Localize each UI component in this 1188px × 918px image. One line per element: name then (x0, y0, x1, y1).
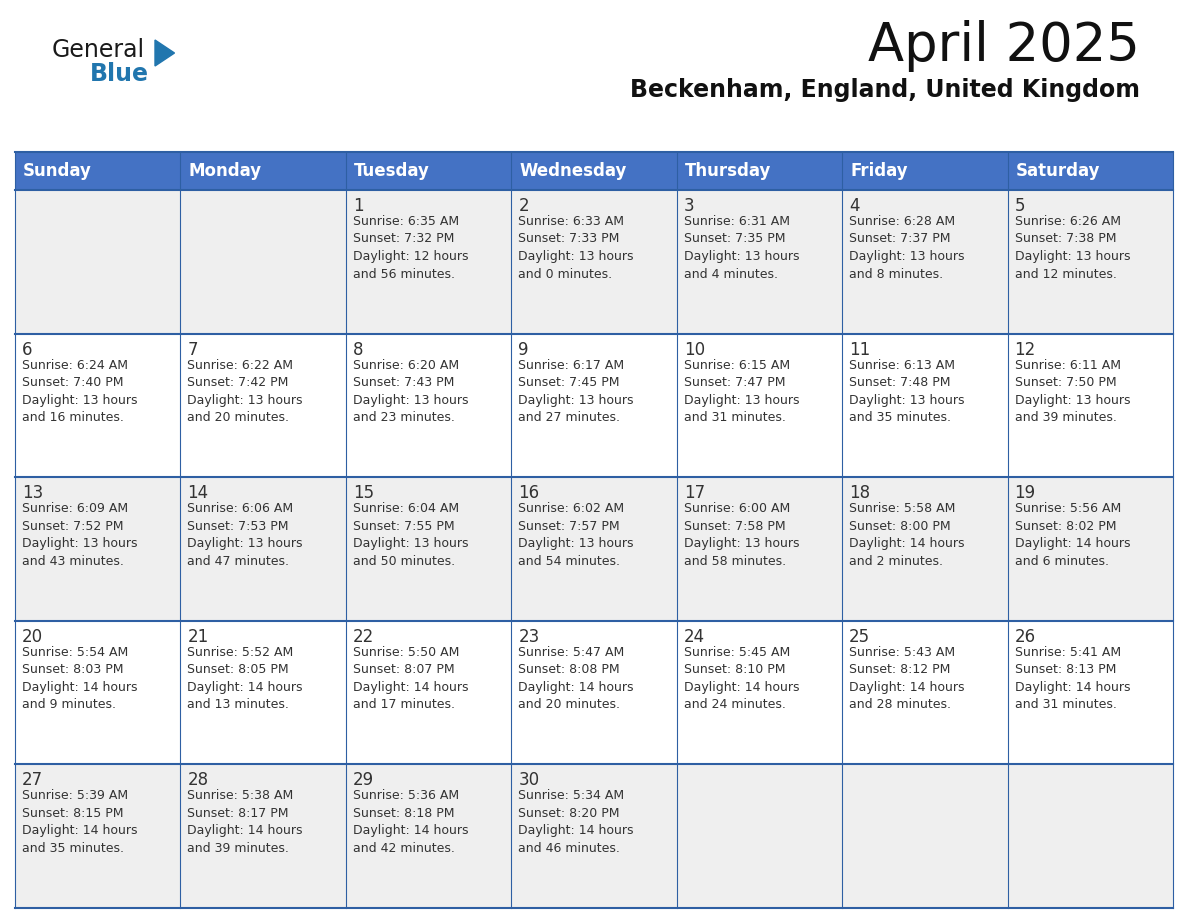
Bar (15, 190, 1173, 333)
Text: Sunrise: 5:56 AM
Sunset: 8:02 PM
Daylight: 14 hours
and 6 minutes.: Sunrise: 5:56 AM Sunset: 8:02 PM Dayligh… (1015, 502, 1130, 567)
Text: 6: 6 (23, 341, 32, 359)
Text: Sunday: Sunday (23, 162, 91, 180)
Text: 25: 25 (849, 628, 871, 645)
Text: Sunrise: 6:33 AM
Sunset: 7:33 PM
Daylight: 13 hours
and 0 minutes.: Sunrise: 6:33 AM Sunset: 7:33 PM Dayligh… (518, 215, 633, 281)
Bar (15, 765, 1173, 908)
Text: 30: 30 (518, 771, 539, 789)
Text: 9: 9 (518, 341, 529, 359)
Text: 1: 1 (353, 197, 364, 215)
Text: Sunrise: 5:43 AM
Sunset: 8:12 PM
Daylight: 14 hours
and 28 minutes.: Sunrise: 5:43 AM Sunset: 8:12 PM Dayligh… (849, 645, 965, 711)
Text: Sunrise: 5:45 AM
Sunset: 8:10 PM
Daylight: 14 hours
and 24 minutes.: Sunrise: 5:45 AM Sunset: 8:10 PM Dayligh… (684, 645, 800, 711)
Text: 13: 13 (23, 484, 43, 502)
Text: 27: 27 (23, 771, 43, 789)
Text: Saturday: Saturday (1016, 162, 1100, 180)
Text: 8: 8 (353, 341, 364, 359)
Text: Tuesday: Tuesday (354, 162, 430, 180)
Text: 18: 18 (849, 484, 871, 502)
Text: Sunrise: 6:00 AM
Sunset: 7:58 PM
Daylight: 13 hours
and 58 minutes.: Sunrise: 6:00 AM Sunset: 7:58 PM Dayligh… (684, 502, 800, 567)
Text: 24: 24 (684, 628, 704, 645)
Text: Monday: Monday (189, 162, 261, 180)
Text: Sunrise: 5:58 AM
Sunset: 8:00 PM
Daylight: 14 hours
and 2 minutes.: Sunrise: 5:58 AM Sunset: 8:00 PM Dayligh… (849, 502, 965, 567)
Text: 11: 11 (849, 341, 871, 359)
Text: 23: 23 (518, 628, 539, 645)
Text: Sunrise: 6:24 AM
Sunset: 7:40 PM
Daylight: 13 hours
and 16 minutes.: Sunrise: 6:24 AM Sunset: 7:40 PM Dayligh… (23, 359, 138, 424)
Text: 2: 2 (518, 197, 529, 215)
Text: 10: 10 (684, 341, 704, 359)
Text: Wednesday: Wednesday (519, 162, 626, 180)
Text: Sunrise: 6:26 AM
Sunset: 7:38 PM
Daylight: 13 hours
and 12 minutes.: Sunrise: 6:26 AM Sunset: 7:38 PM Dayligh… (1015, 215, 1130, 281)
Text: Sunrise: 5:47 AM
Sunset: 8:08 PM
Daylight: 14 hours
and 20 minutes.: Sunrise: 5:47 AM Sunset: 8:08 PM Dayligh… (518, 645, 633, 711)
Bar (15, 621, 1173, 765)
Text: Friday: Friday (851, 162, 908, 180)
Text: Sunrise: 5:34 AM
Sunset: 8:20 PM
Daylight: 14 hours
and 46 minutes.: Sunrise: 5:34 AM Sunset: 8:20 PM Dayligh… (518, 789, 633, 855)
Text: 7: 7 (188, 341, 198, 359)
Text: 17: 17 (684, 484, 704, 502)
Text: 21: 21 (188, 628, 209, 645)
Text: 28: 28 (188, 771, 209, 789)
Text: 29: 29 (353, 771, 374, 789)
Text: 3: 3 (684, 197, 694, 215)
Text: 20: 20 (23, 628, 43, 645)
Text: Sunrise: 6:35 AM
Sunset: 7:32 PM
Daylight: 12 hours
and 56 minutes.: Sunrise: 6:35 AM Sunset: 7:32 PM Dayligh… (353, 215, 468, 281)
Bar (15, 477, 1173, 621)
Text: Sunrise: 5:52 AM
Sunset: 8:05 PM
Daylight: 14 hours
and 13 minutes.: Sunrise: 5:52 AM Sunset: 8:05 PM Dayligh… (188, 645, 303, 711)
Text: General: General (52, 38, 145, 62)
Polygon shape (154, 40, 175, 66)
Text: 12: 12 (1015, 341, 1036, 359)
Bar (15, 152, 1173, 190)
Text: Sunrise: 6:11 AM
Sunset: 7:50 PM
Daylight: 13 hours
and 39 minutes.: Sunrise: 6:11 AM Sunset: 7:50 PM Dayligh… (1015, 359, 1130, 424)
Text: 22: 22 (353, 628, 374, 645)
Text: 5: 5 (1015, 197, 1025, 215)
Text: 16: 16 (518, 484, 539, 502)
Text: Sunrise: 5:38 AM
Sunset: 8:17 PM
Daylight: 14 hours
and 39 minutes.: Sunrise: 5:38 AM Sunset: 8:17 PM Dayligh… (188, 789, 303, 855)
Text: Sunrise: 5:39 AM
Sunset: 8:15 PM
Daylight: 14 hours
and 35 minutes.: Sunrise: 5:39 AM Sunset: 8:15 PM Dayligh… (23, 789, 138, 855)
Text: Beckenham, England, United Kingdom: Beckenham, England, United Kingdom (630, 78, 1140, 102)
Text: Sunrise: 6:22 AM
Sunset: 7:42 PM
Daylight: 13 hours
and 20 minutes.: Sunrise: 6:22 AM Sunset: 7:42 PM Dayligh… (188, 359, 303, 424)
Text: Sunrise: 6:09 AM
Sunset: 7:52 PM
Daylight: 13 hours
and 43 minutes.: Sunrise: 6:09 AM Sunset: 7:52 PM Dayligh… (23, 502, 138, 567)
Text: Sunrise: 6:31 AM
Sunset: 7:35 PM
Daylight: 13 hours
and 4 minutes.: Sunrise: 6:31 AM Sunset: 7:35 PM Dayligh… (684, 215, 800, 281)
Text: Sunrise: 5:41 AM
Sunset: 8:13 PM
Daylight: 14 hours
and 31 minutes.: Sunrise: 5:41 AM Sunset: 8:13 PM Dayligh… (1015, 645, 1130, 711)
Text: 14: 14 (188, 484, 209, 502)
Text: 26: 26 (1015, 628, 1036, 645)
Text: Sunrise: 6:04 AM
Sunset: 7:55 PM
Daylight: 13 hours
and 50 minutes.: Sunrise: 6:04 AM Sunset: 7:55 PM Dayligh… (353, 502, 468, 567)
Text: Sunrise: 6:17 AM
Sunset: 7:45 PM
Daylight: 13 hours
and 27 minutes.: Sunrise: 6:17 AM Sunset: 7:45 PM Dayligh… (518, 359, 633, 424)
Text: 15: 15 (353, 484, 374, 502)
Text: Sunrise: 6:15 AM
Sunset: 7:47 PM
Daylight: 13 hours
and 31 minutes.: Sunrise: 6:15 AM Sunset: 7:47 PM Dayligh… (684, 359, 800, 424)
Text: Sunrise: 5:54 AM
Sunset: 8:03 PM
Daylight: 14 hours
and 9 minutes.: Sunrise: 5:54 AM Sunset: 8:03 PM Dayligh… (23, 645, 138, 711)
Text: Sunrise: 6:20 AM
Sunset: 7:43 PM
Daylight: 13 hours
and 23 minutes.: Sunrise: 6:20 AM Sunset: 7:43 PM Dayligh… (353, 359, 468, 424)
Text: Sunrise: 5:50 AM
Sunset: 8:07 PM
Daylight: 14 hours
and 17 minutes.: Sunrise: 5:50 AM Sunset: 8:07 PM Dayligh… (353, 645, 468, 711)
Text: April 2025: April 2025 (868, 20, 1140, 72)
Text: Sunrise: 6:02 AM
Sunset: 7:57 PM
Daylight: 13 hours
and 54 minutes.: Sunrise: 6:02 AM Sunset: 7:57 PM Dayligh… (518, 502, 633, 567)
Text: 19: 19 (1015, 484, 1036, 502)
Bar (15, 333, 1173, 477)
Text: Sunrise: 6:13 AM
Sunset: 7:48 PM
Daylight: 13 hours
and 35 minutes.: Sunrise: 6:13 AM Sunset: 7:48 PM Dayligh… (849, 359, 965, 424)
Text: Blue: Blue (90, 62, 148, 86)
Text: 4: 4 (849, 197, 860, 215)
Text: Thursday: Thursday (684, 162, 771, 180)
Text: Sunrise: 5:36 AM
Sunset: 8:18 PM
Daylight: 14 hours
and 42 minutes.: Sunrise: 5:36 AM Sunset: 8:18 PM Dayligh… (353, 789, 468, 855)
Text: Sunrise: 6:28 AM
Sunset: 7:37 PM
Daylight: 13 hours
and 8 minutes.: Sunrise: 6:28 AM Sunset: 7:37 PM Dayligh… (849, 215, 965, 281)
Text: Sunrise: 6:06 AM
Sunset: 7:53 PM
Daylight: 13 hours
and 47 minutes.: Sunrise: 6:06 AM Sunset: 7:53 PM Dayligh… (188, 502, 303, 567)
